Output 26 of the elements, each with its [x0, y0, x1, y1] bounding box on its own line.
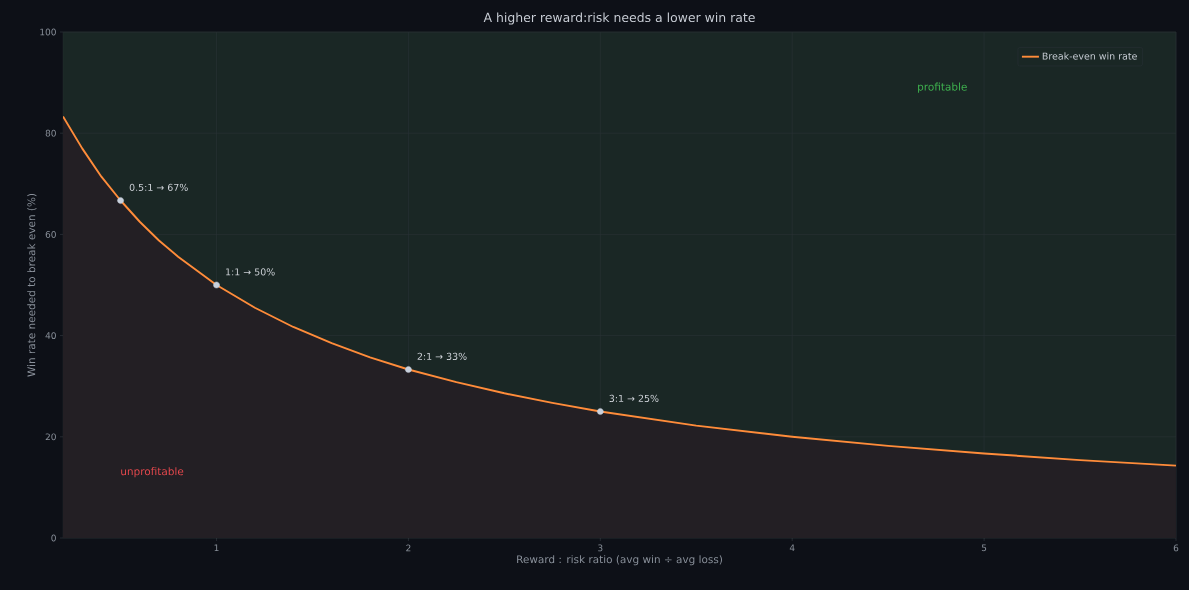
y-tick-label: 80: [45, 129, 56, 137]
point: [405, 366, 412, 373]
y-tick-label: 60: [45, 231, 56, 238]
annotation: 0.5:1 → 67%: [129, 183, 188, 191]
x-axis-title: Reward : risk ratio (avg win ÷ avg loss): [517, 555, 722, 566]
y-axis-title: Win rate needed to break even (%): [27, 193, 37, 377]
y-tick-label: 0: [51, 534, 56, 542]
x-tick-label: 2: [406, 544, 411, 552]
x-tick-label: 3: [598, 544, 603, 552]
annotation: 3:1 → 25%: [609, 394, 659, 402]
legend-label: Break-even win rate: [1042, 52, 1137, 60]
x-tick-label: 4: [789, 544, 795, 552]
y-tick-label: 40: [45, 332, 56, 339]
annotation: 1:1 → 50%: [226, 268, 275, 276]
annotation: 2:1 → 33%: [417, 352, 467, 360]
x-tick-label: 1: [214, 544, 219, 552]
annotation: unprofitable: [121, 467, 184, 478]
y-tick-label: 20: [45, 433, 56, 441]
x-tick-label: 5: [981, 544, 987, 552]
point: [117, 197, 124, 204]
chart-title: A higher reward:risk needs a lower win rate: [483, 12, 755, 25]
point: [213, 281, 220, 289]
x-tick-label: 6: [1173, 544, 1179, 552]
point: [597, 408, 604, 415]
y-tick-label: 100: [40, 28, 56, 36]
annotation: profitable: [918, 82, 967, 93]
